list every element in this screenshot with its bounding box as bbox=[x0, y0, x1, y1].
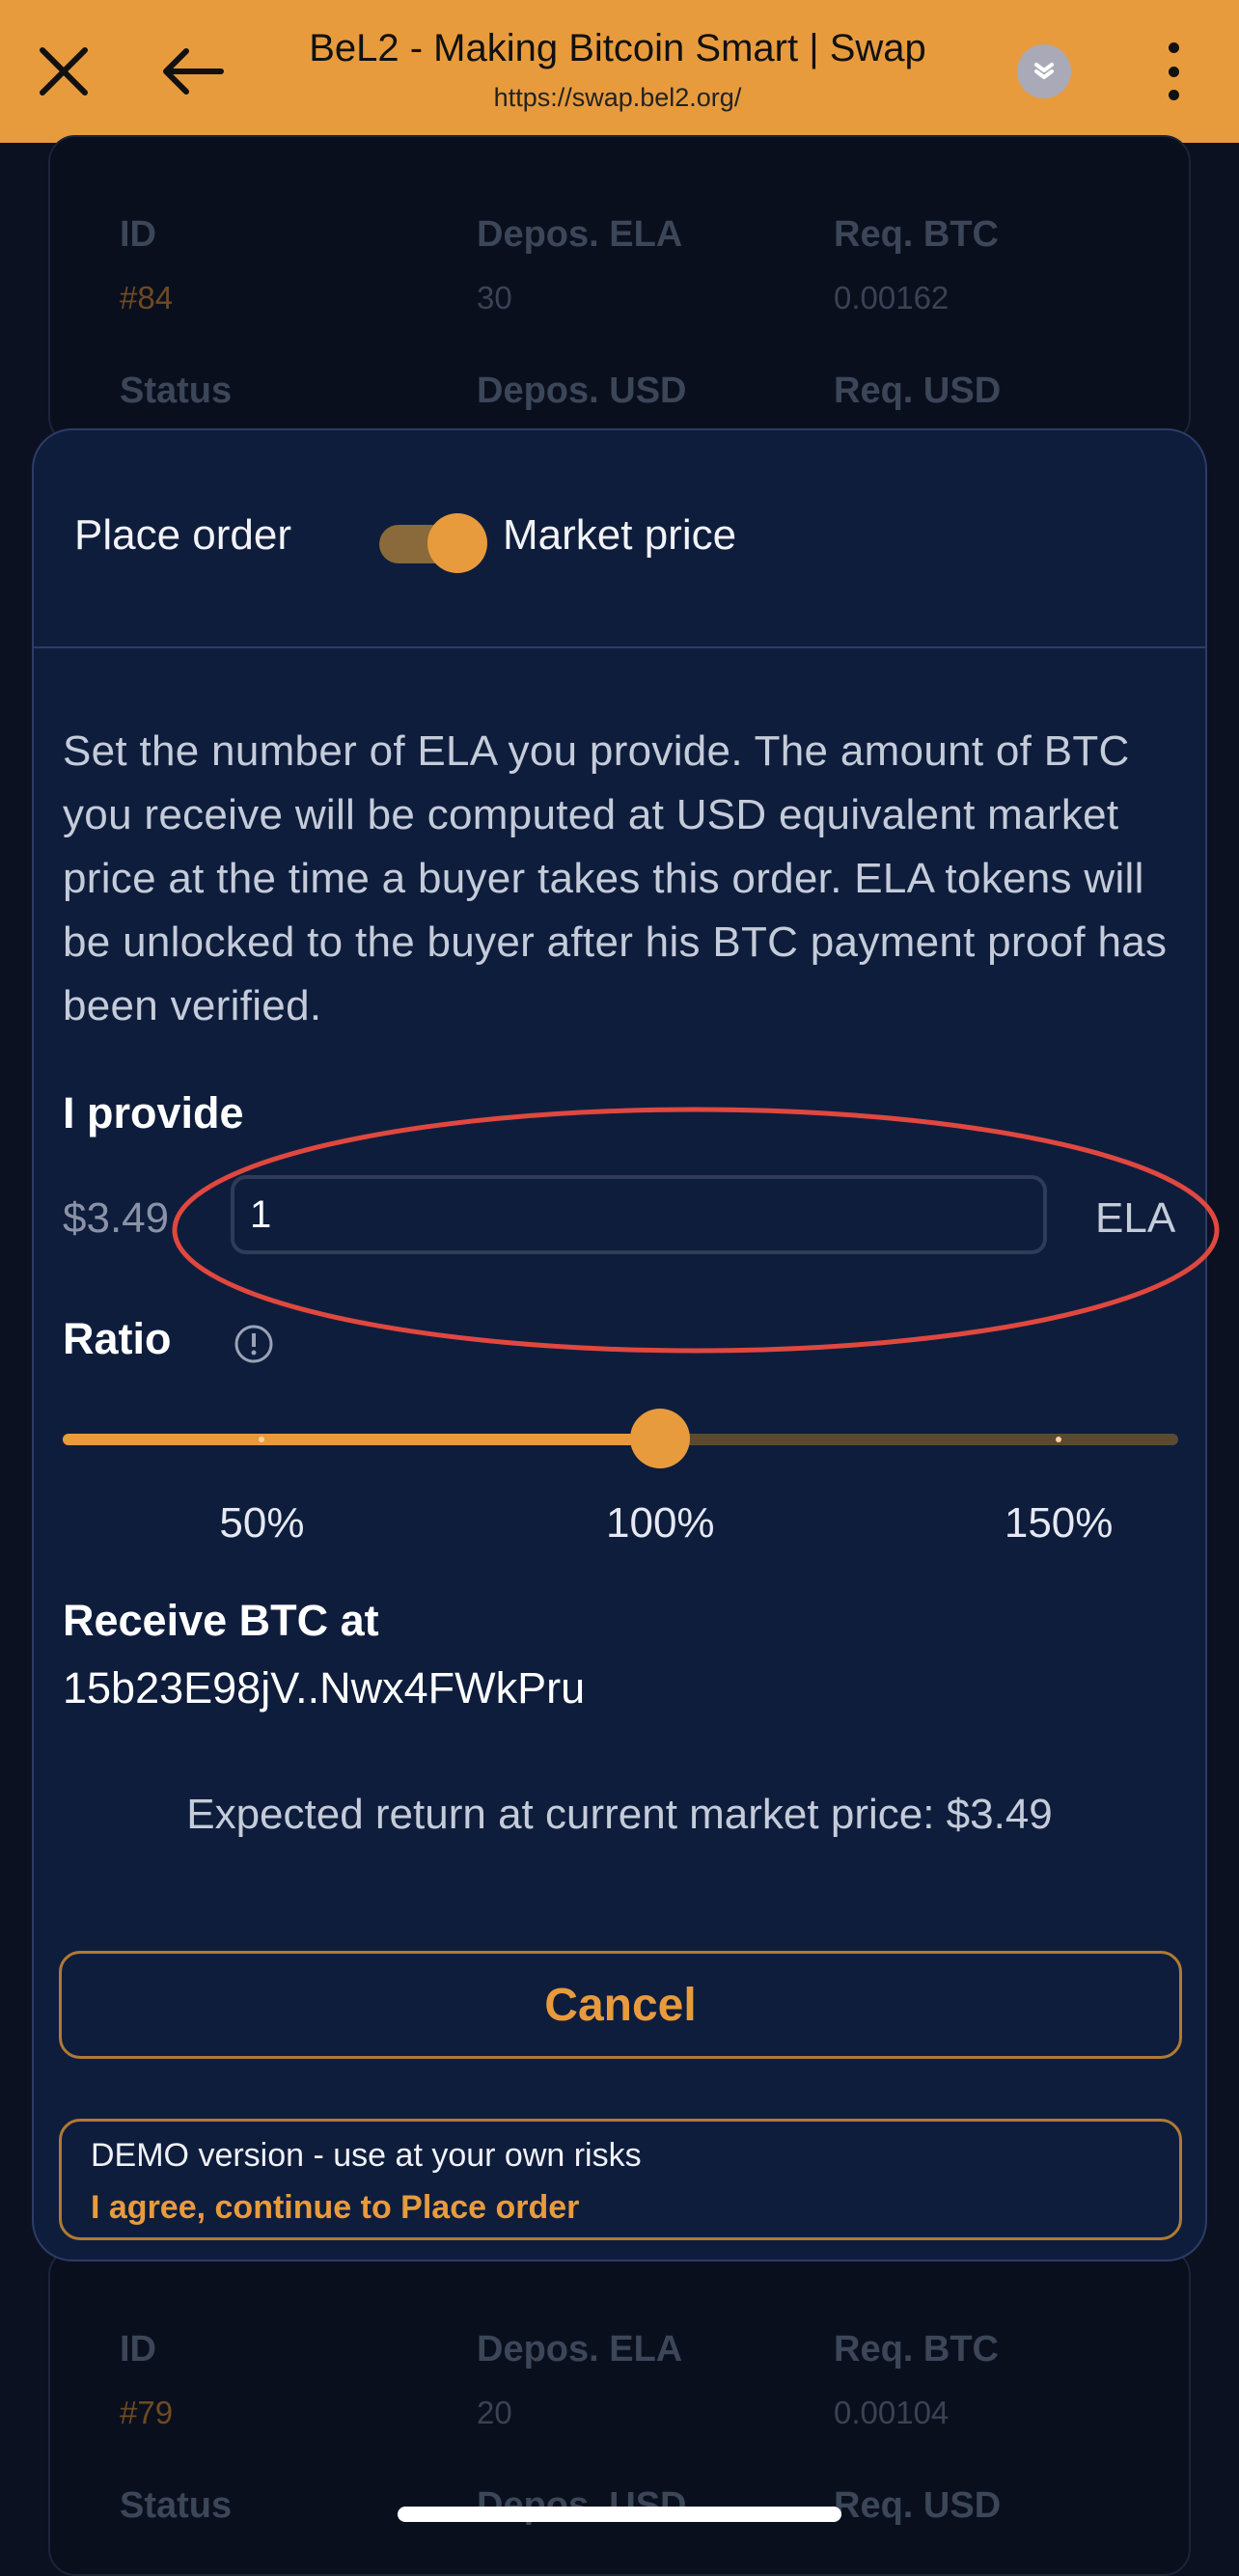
deposit-ela-value: 20 bbox=[477, 2395, 512, 2430]
ratio-mark-label: 100% bbox=[606, 1499, 715, 1547]
req-usd-label: Req. USD bbox=[834, 370, 1002, 411]
id-label: ID bbox=[120, 214, 156, 255]
extension-icon[interactable] bbox=[1017, 44, 1071, 98]
deposit-ela-value: 30 bbox=[477, 280, 512, 315]
order-card[interactable]: ID #79 Depos. ELA 20 Req. BTC 0.00104 St… bbox=[48, 2248, 1191, 2576]
req-btc-value: 0.00162 bbox=[834, 280, 950, 315]
ratio-slider[interactable] bbox=[63, 1405, 1178, 1472]
market-price-toggle[interactable] bbox=[372, 513, 487, 573]
deposit-ela-label: Depos. ELA bbox=[477, 214, 683, 255]
id-label: ID bbox=[120, 2329, 156, 2370]
ela-unit-label: ELA bbox=[1095, 1194, 1176, 1242]
info-icon[interactable] bbox=[233, 1323, 275, 1365]
btc-address: 15b23E98jV..Nwx4FWkPru bbox=[63, 1663, 586, 1713]
order-id: #79 bbox=[120, 2395, 174, 2430]
modal-header: Place order Market price bbox=[34, 430, 1205, 648]
req-btc-value: 0.00104 bbox=[834, 2395, 950, 2430]
ratio-mark-label: 50% bbox=[219, 1499, 305, 1547]
ratio-title: Ratio bbox=[63, 1314, 172, 1363]
status-label: Status bbox=[120, 2485, 233, 2526]
req-btc-label: Req. BTC bbox=[834, 2329, 999, 2370]
order-description: Set the number of ELA you provide. The a… bbox=[63, 727, 1168, 1029]
deposit-ela-label: Depos. ELA bbox=[477, 2329, 683, 2370]
page-title: BeL2 - Making Bitcoin Smart | Swap bbox=[309, 27, 926, 69]
slider-mark bbox=[259, 1437, 265, 1442]
home-indicator bbox=[398, 2507, 841, 2522]
ratio-mark-label: 150% bbox=[1004, 1499, 1114, 1547]
slider-fill bbox=[63, 1434, 661, 1445]
expected-return: Expected return at current market price:… bbox=[186, 1791, 1053, 1838]
cancel-button[interactable]: Cancel bbox=[59, 1951, 1182, 2059]
browser-toolbar: BeL2 - Making Bitcoin Smart | Swap https… bbox=[0, 0, 1239, 143]
market-price-label: Market price bbox=[503, 511, 737, 559]
page-url: https://swap.bel2.org/ bbox=[493, 83, 742, 112]
agree-place-order-link[interactable]: I agree, continue to Place order bbox=[91, 2189, 580, 2226]
req-btc-label: Req. BTC bbox=[834, 214, 999, 255]
provide-title: I provide bbox=[63, 1088, 244, 1137]
ela-amount-input[interactable] bbox=[231, 1175, 1047, 1254]
status-label: Status bbox=[120, 370, 233, 411]
order-id: #84 bbox=[120, 280, 174, 315]
place-order-modal: Place order Market price Set the number … bbox=[32, 428, 1220, 2261]
close-icon[interactable] bbox=[21, 29, 106, 114]
demo-notice-box: DEMO version - use at your own risks I a… bbox=[59, 2119, 1182, 2240]
demo-notice: DEMO version - use at your own risks bbox=[91, 2137, 642, 2174]
more-menu-icon[interactable] bbox=[1148, 42, 1198, 100]
slider-mark bbox=[1056, 1437, 1062, 1442]
req-usd-label: Req. USD bbox=[834, 2485, 1002, 2526]
back-arrow-icon[interactable] bbox=[151, 29, 235, 114]
provide-usd-value: $3.49 bbox=[63, 1194, 170, 1242]
order-card[interactable]: ID #84 Depos. ELA 30 Req. BTC 0.00162 St… bbox=[48, 135, 1191, 444]
slider-thumb[interactable] bbox=[630, 1409, 691, 1468]
receive-title: Receive BTC at bbox=[63, 1596, 379, 1645]
place-order-label: Place order bbox=[74, 511, 292, 559]
deposit-usd-label: Depos. USD bbox=[477, 370, 687, 411]
